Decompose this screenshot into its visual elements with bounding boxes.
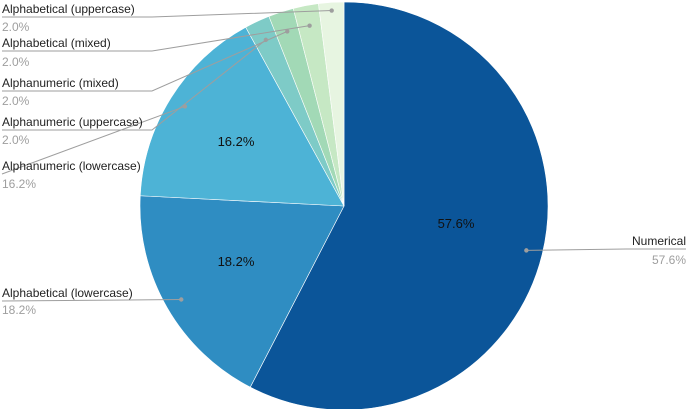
inside-label-numerical: 57.6%: [438, 216, 475, 231]
leader-lines: [1, 8, 686, 302]
pie-slice-numerical: [249, 1, 549, 409]
inside-labels: 57.6% 18.2% 16.2%: [218, 134, 475, 269]
label-pct-alphanumeric-uppercase: 2.0%: [2, 133, 30, 147]
leader-line: [1, 105, 186, 175]
leader-line: [2, 25, 310, 52]
pie-slice-alphabetical-uppercase: [318, 1, 345, 207]
leader-dot: [179, 297, 184, 302]
inside-label-alphanumeric-lowercase: 16.2%: [218, 134, 255, 149]
leader-dot: [524, 248, 529, 253]
label-pct-alphabetical-uppercase: 2.0%: [2, 20, 30, 34]
label-name-alphanumeric-mixed: Alphanumeric (mixed): [2, 76, 119, 90]
leader-line: [2, 30, 288, 92]
label-name-alphabetical-uppercase: Alphabetical (uppercase): [2, 2, 135, 16]
leader-line: [2, 39, 267, 131]
leader-line: [526, 248, 686, 251]
leader-dot: [329, 8, 334, 13]
leader-line: [1, 298, 182, 302]
leader-line: [2, 10, 332, 18]
inside-label-alphabetical-lowercase: 18.2%: [218, 254, 255, 269]
label-name-alphanumeric-uppercase: Alphanumeric (uppercase): [2, 115, 143, 129]
outside-labels: Numerical 57.6% Alphabetical (lowercase)…: [2, 2, 686, 317]
pie-slice-alphabetical-lowercase: [139, 195, 345, 388]
leader-dot: [285, 29, 290, 34]
label-name-alphabetical-lowercase: Alphabetical (lowercase): [2, 286, 133, 300]
label-pct-numerical: 57.6%: [652, 253, 686, 267]
pie-slices: [139, 1, 549, 409]
label-name-alphanumeric-lowercase: Alphanumeric (lowercase): [2, 159, 141, 173]
label-name-alphabetical-mixed: Alphabetical (mixed): [2, 36, 111, 50]
label-pct-alphabetical-mixed: 2.0%: [2, 55, 30, 69]
label-pct-alphanumeric-mixed: 2.0%: [2, 94, 30, 108]
label-pct-alphanumeric-lowercase: 16.2%: [2, 177, 36, 191]
leader-dot: [307, 23, 312, 28]
label-pct-alphabetical-lowercase: 18.2%: [2, 303, 36, 317]
pie-slice-alphanumeric-lowercase: [139, 26, 345, 207]
label-name-numerical: Numerical: [632, 234, 686, 248]
